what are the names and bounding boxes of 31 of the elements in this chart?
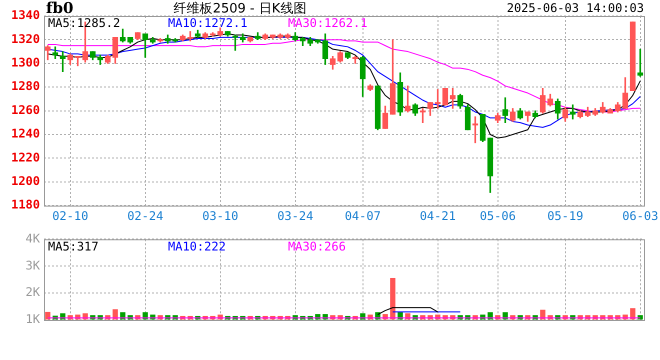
x-tick-label: 05-19 [547,208,584,223]
y-tick-label: 4K [26,231,41,246]
y-tick-label: 1340 [11,8,40,22]
series-label: MA30:1262.1 [288,16,368,30]
x-tick-label: 02-24 [127,208,164,223]
y-tick-label: 1240 [11,126,40,141]
y-tick-label: 1320 [11,32,40,46]
y-tick-label: 2K [26,285,41,300]
y-tick-label: 3K [26,258,41,272]
chart-title: 纤维板2509 - 日K线图 [174,1,306,16]
y-tick-label: 1K [26,312,41,326]
text: MA30:266 [288,239,346,254]
y-tick-label: 1260 [11,102,40,117]
chart-subtitle: fb0 [46,0,74,17]
x-tick-label: 06-03 [622,208,658,223]
y-tick-label: 1200 [11,174,40,188]
x-tick-label: 03-10 [202,208,238,223]
x-tick-label: 04-07 [344,208,381,223]
text: MA5:317 [48,239,99,254]
series-label: MA10:1272.1 [168,16,248,30]
y-tick-label: 1300 [11,56,40,70]
x-tick-label: 03-24 [277,208,314,223]
y-tick-label: 1280 [11,79,40,94]
series-label: MA5:1285.2 [48,16,120,30]
text: MA10:222 [168,239,226,254]
x-tick-label: 02-10 [52,208,88,223]
x-tick-label: 05-06 [480,208,516,223]
y-tick-label: 1220 [11,150,40,164]
text: 2025-06-03 14:00:03 [506,1,644,16]
x-tick-label: 04-21 [420,208,456,223]
y-tick-label: 1180 [11,198,40,212]
